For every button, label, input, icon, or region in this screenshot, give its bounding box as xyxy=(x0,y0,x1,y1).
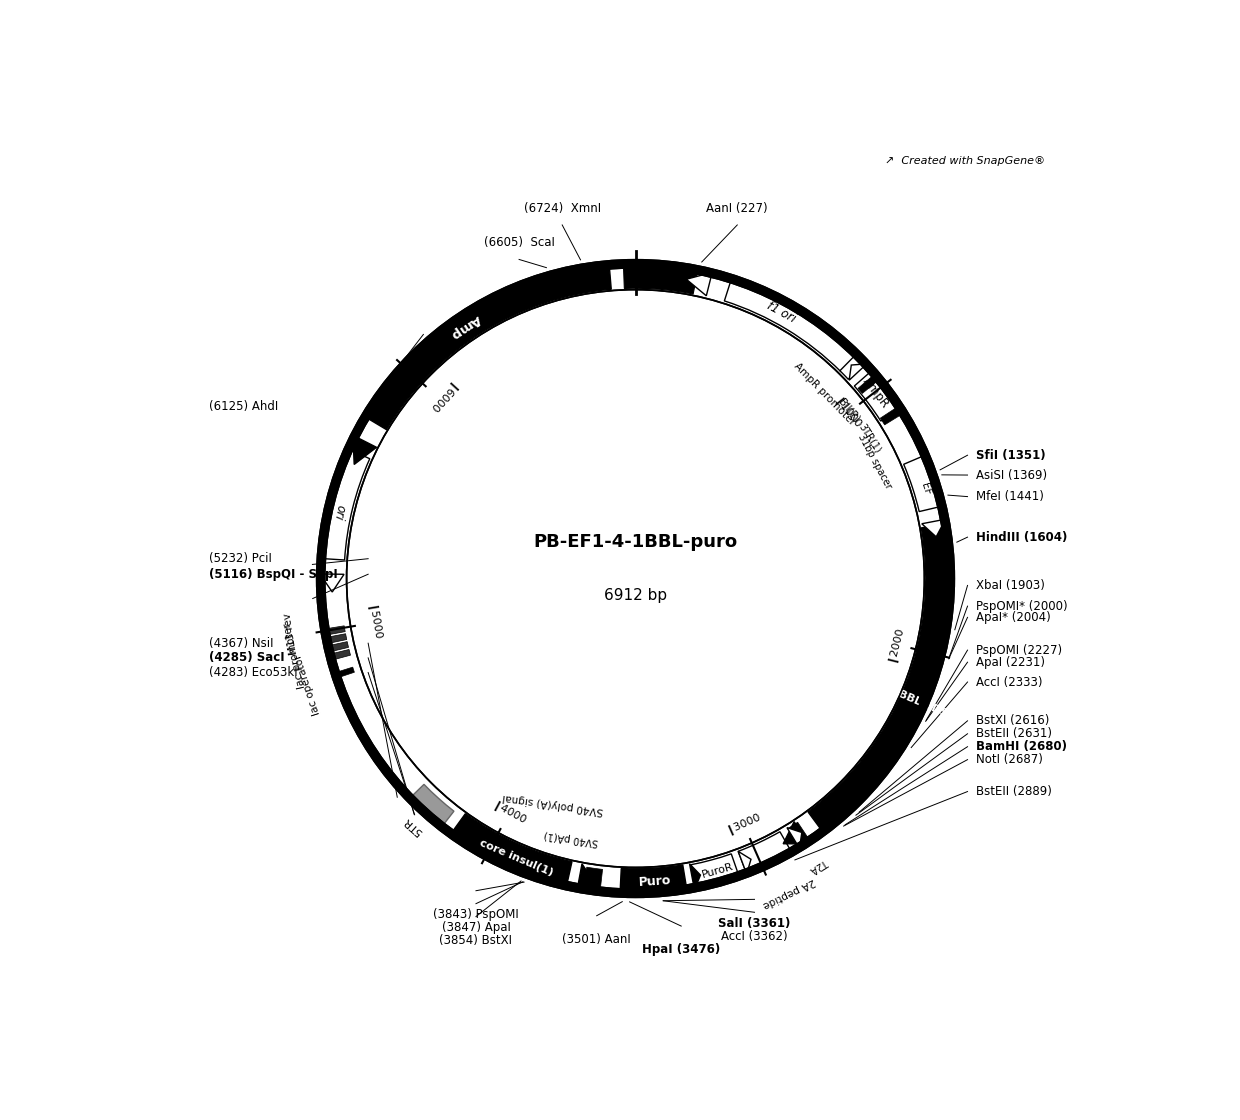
Text: (5232) PciI: (5232) PciI xyxy=(208,552,272,566)
Wedge shape xyxy=(363,263,611,430)
Polygon shape xyxy=(921,520,946,536)
Circle shape xyxy=(316,260,955,897)
Polygon shape xyxy=(353,436,377,465)
Polygon shape xyxy=(787,828,802,848)
Polygon shape xyxy=(320,573,343,592)
Text: (6605)  ScaI: (6605) ScaI xyxy=(484,236,554,249)
Text: ApaI* (2004): ApaI* (2004) xyxy=(976,610,1050,624)
Text: ↗  Created with SnapGene®: ↗ Created with SnapGene® xyxy=(885,156,1045,166)
Wedge shape xyxy=(327,626,345,635)
Text: 4-1BBL CDS: 4-1BBL CDS xyxy=(878,681,950,719)
Text: 2A peptide: 2A peptide xyxy=(761,876,816,909)
Text: core insul(1): core insul(1) xyxy=(477,838,554,878)
Wedge shape xyxy=(738,832,792,874)
Text: 5TR: 5TR xyxy=(402,815,424,838)
Wedge shape xyxy=(583,867,603,892)
Text: BII(R): BII(R) xyxy=(837,396,862,424)
Polygon shape xyxy=(738,851,751,874)
Text: 31bp spacer: 31bp spacer xyxy=(856,432,893,491)
Text: lac promoter: lac promoter xyxy=(283,622,308,689)
Text: BstEII (2889): BstEII (2889) xyxy=(976,785,1052,799)
Text: SV40 poly(A) signal: SV40 poly(A) signal xyxy=(502,792,604,816)
Text: 6912 bp: 6912 bp xyxy=(604,588,667,604)
Text: M13 rev: M13 rev xyxy=(283,612,299,655)
Text: 3TR(1): 3TR(1) xyxy=(857,421,883,455)
Text: (6125) AhdI: (6125) AhdI xyxy=(208,400,278,412)
Polygon shape xyxy=(784,822,808,843)
Wedge shape xyxy=(839,354,866,380)
Text: BamHI (2680): BamHI (2680) xyxy=(976,740,1068,754)
Polygon shape xyxy=(689,864,701,890)
Text: AmpR: AmpR xyxy=(861,375,892,411)
Text: ❙3000: ❙3000 xyxy=(724,811,763,836)
Text: Puro: Puro xyxy=(639,874,672,889)
Wedge shape xyxy=(880,407,903,424)
Wedge shape xyxy=(854,370,901,421)
Text: SalI (3361): SalI (3361) xyxy=(718,916,791,930)
Text: EF: EF xyxy=(919,482,932,497)
Text: (3854) BstXI: (3854) BstXI xyxy=(439,934,512,946)
Wedge shape xyxy=(332,650,351,660)
Text: PspOMI* (2000): PspOMI* (2000) xyxy=(976,599,1068,613)
Text: ❙1000: ❙1000 xyxy=(831,396,862,432)
Text: PB-EF1-4-1BBL-puro: PB-EF1-4-1BBL-puro xyxy=(533,533,738,551)
Polygon shape xyxy=(686,272,712,296)
Text: MfeI (1441): MfeI (1441) xyxy=(976,491,1044,503)
Wedge shape xyxy=(320,449,370,560)
Text: AccI (3362): AccI (3362) xyxy=(722,930,787,943)
Text: AccI (2333): AccI (2333) xyxy=(976,675,1043,689)
Text: Amp: Amp xyxy=(449,312,484,342)
Text: (3847) ApaI: (3847) ApaI xyxy=(441,921,511,934)
Text: HindIII (1604): HindIII (1604) xyxy=(976,531,1068,543)
Wedge shape xyxy=(787,822,810,847)
Polygon shape xyxy=(849,364,867,381)
Text: SfiI (1351): SfiI (1351) xyxy=(976,449,1045,461)
Text: PspOMI (2227): PspOMI (2227) xyxy=(976,644,1063,656)
Text: BstEII (2631): BstEII (2631) xyxy=(976,727,1053,740)
Text: PuroR: PuroR xyxy=(701,861,734,880)
Text: SV40 pA(1): SV40 pA(1) xyxy=(543,830,599,847)
Text: XbaI (1903): XbaI (1903) xyxy=(976,579,1045,592)
Text: lac operator: lac operator xyxy=(293,653,321,717)
Text: ❙2000: ❙2000 xyxy=(885,625,905,663)
Text: (4285) SacI: (4285) SacI xyxy=(208,652,284,664)
Polygon shape xyxy=(577,864,593,890)
Text: (3501) AanI: (3501) AanI xyxy=(562,933,631,946)
Text: ❙4000: ❙4000 xyxy=(490,800,528,828)
Text: (5116) BspQI - SapI: (5116) BspQI - SapI xyxy=(208,568,337,581)
Text: f1 ori: f1 ori xyxy=(764,299,797,325)
Wedge shape xyxy=(624,262,698,295)
Text: ❙5000: ❙5000 xyxy=(363,604,381,643)
Wedge shape xyxy=(450,814,572,888)
Text: (6724)  XmnI: (6724) XmnI xyxy=(523,202,600,215)
Wedge shape xyxy=(691,853,739,888)
Wedge shape xyxy=(331,642,348,652)
Wedge shape xyxy=(329,634,347,643)
Text: (3843) PspOMI: (3843) PspOMI xyxy=(433,908,518,921)
Wedge shape xyxy=(339,668,355,676)
Text: AanI (227): AanI (227) xyxy=(707,202,768,215)
Wedge shape xyxy=(808,523,952,833)
Text: HpaI (3476): HpaI (3476) xyxy=(642,943,720,956)
Text: BstXI (2616): BstXI (2616) xyxy=(976,715,1049,727)
Text: T2A: T2A xyxy=(808,857,830,875)
Wedge shape xyxy=(620,865,687,895)
Text: AsiSI (1369): AsiSI (1369) xyxy=(976,468,1048,482)
Text: (4283) Eco53kI: (4283) Eco53kI xyxy=(208,666,298,679)
Wedge shape xyxy=(724,278,858,372)
Wedge shape xyxy=(904,455,942,512)
Text: ApaI (2231): ApaI (2231) xyxy=(976,655,1045,669)
Wedge shape xyxy=(858,374,879,393)
Text: ori: ori xyxy=(331,504,347,522)
Wedge shape xyxy=(412,784,454,824)
Text: NotI (2687): NotI (2687) xyxy=(976,753,1043,766)
Text: (4367) NsiI: (4367) NsiI xyxy=(208,636,273,650)
Text: ❙6000: ❙6000 xyxy=(422,381,455,416)
Text: AmpR promoter: AmpR promoter xyxy=(792,361,857,427)
